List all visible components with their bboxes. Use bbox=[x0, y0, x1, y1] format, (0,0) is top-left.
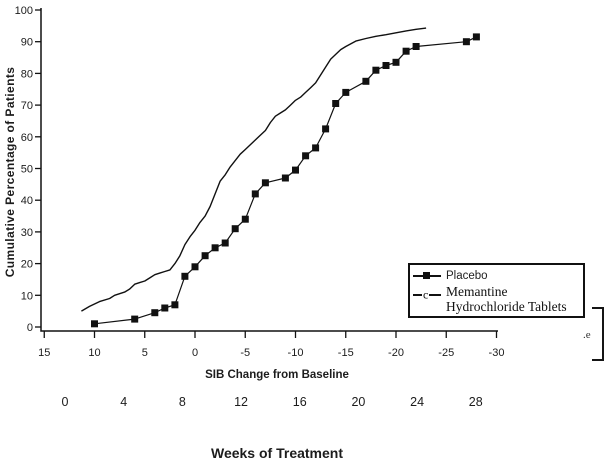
memantine-legend-glyph: c bbox=[422, 287, 430, 302]
placebo-data-marker bbox=[211, 244, 219, 252]
placebo-data-marker bbox=[261, 179, 269, 187]
y-tick-label: 0 bbox=[27, 322, 33, 334]
placebo-data-marker bbox=[372, 66, 380, 74]
placebo-data-marker bbox=[171, 301, 179, 309]
weeks-tick-label: 28 bbox=[469, 395, 483, 409]
y-tick-label: 40 bbox=[21, 195, 33, 207]
placebo-data-marker bbox=[151, 309, 159, 317]
placebo-data-marker bbox=[392, 58, 400, 66]
y-tick-label: 70 bbox=[21, 100, 33, 112]
placebo-data-marker bbox=[312, 144, 320, 152]
bracket-artifact-text: .e bbox=[583, 329, 591, 341]
weeks-tick-label: 16 bbox=[293, 395, 307, 409]
placebo-legend-square-icon bbox=[423, 272, 430, 279]
placebo-data-marker bbox=[221, 239, 229, 247]
x-tick-label: -30 bbox=[489, 347, 505, 359]
weeks-tick-label: 0 bbox=[62, 395, 69, 409]
x-tick-label: -10 bbox=[288, 347, 304, 359]
placebo-data-marker bbox=[462, 38, 470, 46]
placebo-legend-marker-icon bbox=[413, 269, 441, 283]
placebo-data-marker bbox=[342, 88, 350, 96]
placebo-data-marker bbox=[402, 47, 410, 55]
legend: Placebo c Memantine Hydrochloride Tablet… bbox=[408, 263, 585, 318]
y-tick-label: 100 bbox=[15, 5, 33, 17]
x-tick-label: 10 bbox=[88, 347, 100, 359]
placebo-legend-label: Placebo bbox=[446, 269, 488, 282]
placebo-data-marker bbox=[382, 62, 390, 69]
x-tick-label: 0 bbox=[192, 347, 198, 359]
placebo-data-marker bbox=[231, 225, 239, 233]
memantine-legend-label: Memantine Hydrochloride Tablets bbox=[446, 284, 567, 314]
placebo-data-marker bbox=[161, 304, 169, 312]
placebo-data-marker bbox=[191, 263, 199, 271]
legend-item-placebo: Placebo bbox=[413, 267, 583, 284]
placebo-data-marker bbox=[332, 100, 340, 107]
placebo-data-marker bbox=[181, 272, 189, 280]
x-tick-label: 15 bbox=[38, 347, 50, 359]
weeks-axis-title: Weeks of Treatment bbox=[210, 445, 344, 461]
placebo-data-marker bbox=[91, 320, 98, 328]
placebo-data-marker bbox=[281, 174, 289, 182]
placebo-data-marker bbox=[131, 315, 139, 323]
placebo-data-marker bbox=[201, 252, 209, 260]
legend-item-memantine: c Memantine Hydrochloride Tablets bbox=[413, 284, 583, 314]
x-tick-label: -20 bbox=[388, 347, 404, 359]
y-tick-label: 80 bbox=[21, 68, 33, 80]
weeks-tick-label: 4 bbox=[120, 395, 127, 409]
weeks-tick-label: 8 bbox=[179, 395, 186, 409]
weeks-tick-label: 20 bbox=[351, 395, 365, 409]
x-tick-label: 5 bbox=[142, 347, 148, 359]
x-axis-title: SIB Change from Baseline bbox=[205, 369, 349, 381]
right-bracket-artifact: .e bbox=[583, 307, 604, 361]
y-tick-label: 30 bbox=[21, 227, 33, 239]
weeks-tick-label: 12 bbox=[234, 395, 248, 409]
placebo-data-marker bbox=[241, 215, 249, 223]
memantine-legend-marker-icon: c bbox=[413, 288, 441, 302]
x-tick-label: -25 bbox=[438, 347, 454, 359]
x-tick-label: -5 bbox=[240, 347, 250, 359]
placebo-data-marker bbox=[412, 43, 420, 50]
memantine-series-line bbox=[81, 27, 427, 312]
placebo-data-marker bbox=[251, 190, 259, 198]
weeks-tick-label: 24 bbox=[410, 395, 424, 409]
placebo-data-marker bbox=[322, 125, 330, 133]
placebo-data-marker bbox=[302, 152, 310, 160]
y-tick-label: 10 bbox=[21, 290, 33, 302]
placebo-data-marker bbox=[472, 33, 480, 41]
y-tick-label: 20 bbox=[21, 259, 33, 271]
y-tick-label: 90 bbox=[21, 37, 33, 49]
y-tick-label: 50 bbox=[21, 164, 33, 176]
placebo-data-marker bbox=[292, 166, 299, 174]
placebo-data-marker bbox=[362, 77, 370, 85]
x-tick-label: -15 bbox=[338, 347, 354, 359]
y-axis-title: Cumulative Percentage of Patients bbox=[3, 66, 17, 278]
y-tick-label: 60 bbox=[21, 132, 33, 144]
